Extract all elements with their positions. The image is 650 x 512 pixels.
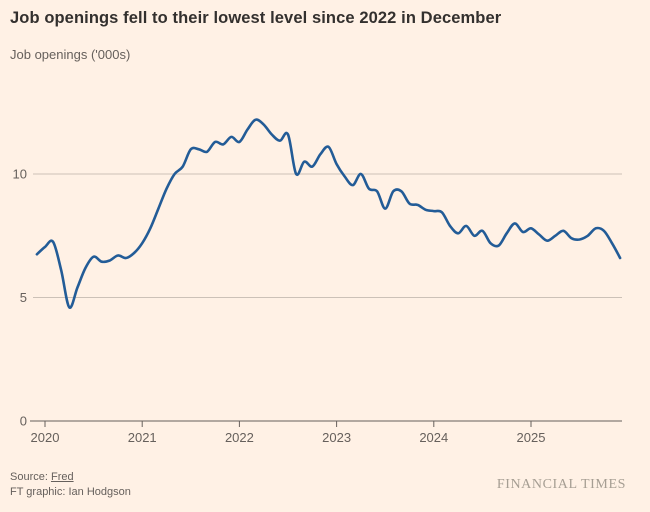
- x-tick-label-2022: 2022: [225, 430, 254, 445]
- y-tick-label-0: 0: [20, 414, 27, 429]
- graphic-credit: FT graphic: Ian Hodgson: [10, 486, 131, 498]
- source-label: Source:: [10, 471, 51, 483]
- financial-times-logo: FINANCIAL TIMES: [496, 477, 626, 492]
- x-tick-label-2023: 2023: [322, 430, 351, 445]
- source-link[interactable]: Fred: [50, 471, 74, 483]
- x-tick-label-2024: 2024: [419, 430, 448, 445]
- chart-title: Job openings fell to their lowest level …: [10, 9, 502, 27]
- source-line: Source: Fred: [10, 471, 74, 483]
- job-openings-series-line: [35, 118, 622, 309]
- y-tick-label-10: 10: [13, 167, 27, 182]
- chart-subtitle: Job openings ('000s): [10, 47, 131, 62]
- x-tick-label-2025: 2025: [517, 430, 546, 445]
- x-tick-label-2021: 2021: [128, 430, 157, 445]
- x-tick-label-2020: 2020: [31, 430, 60, 445]
- y-tick-label-5: 5: [20, 290, 27, 305]
